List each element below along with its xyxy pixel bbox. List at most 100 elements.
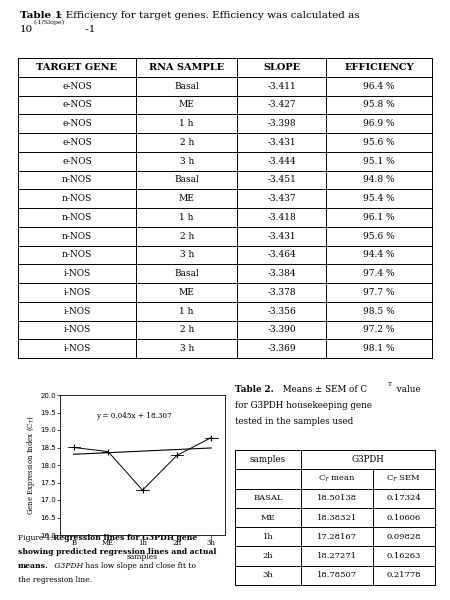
Text: i-NOS: i-NOS bbox=[63, 344, 90, 353]
Text: 96.4 %: 96.4 % bbox=[364, 82, 395, 91]
Text: Regression lines for G3PDH gene: Regression lines for G3PDH gene bbox=[53, 534, 197, 542]
Text: i-NOS: i-NOS bbox=[63, 307, 90, 316]
Text: -3.369: -3.369 bbox=[268, 344, 296, 353]
Text: ME: ME bbox=[179, 100, 195, 109]
Text: 18.50138: 18.50138 bbox=[317, 494, 357, 502]
Text: the regression line.: the regression line. bbox=[18, 576, 92, 584]
Text: has low slope and close fit to: has low slope and close fit to bbox=[83, 562, 196, 570]
Text: 97.4 %: 97.4 % bbox=[364, 269, 395, 278]
Text: Table 2.: Table 2. bbox=[235, 385, 274, 394]
Text: 1 h: 1 h bbox=[180, 307, 194, 316]
Text: -3.398: -3.398 bbox=[268, 119, 296, 128]
Text: Basal: Basal bbox=[174, 269, 199, 278]
Text: n-NOS: n-NOS bbox=[62, 232, 92, 241]
Text: 97.7 %: 97.7 % bbox=[364, 288, 395, 297]
Text: 17.28167: 17.28167 bbox=[317, 533, 357, 541]
Text: e-NOS: e-NOS bbox=[62, 119, 92, 128]
Text: i-NOS: i-NOS bbox=[63, 325, 90, 334]
Text: -3.451: -3.451 bbox=[267, 175, 297, 184]
Text: 0.17324: 0.17324 bbox=[387, 494, 421, 502]
Text: 97.2 %: 97.2 % bbox=[364, 325, 395, 334]
Text: -3.464: -3.464 bbox=[268, 250, 296, 259]
Text: -3.378: -3.378 bbox=[268, 288, 296, 297]
Text: 95.6 %: 95.6 % bbox=[363, 232, 395, 241]
Text: BASAL: BASAL bbox=[253, 494, 283, 502]
Text: Means ± SEM of C: Means ± SEM of C bbox=[280, 385, 367, 394]
Text: value: value bbox=[394, 385, 421, 394]
Text: 98.5 %: 98.5 % bbox=[363, 307, 395, 316]
Text: i-NOS: i-NOS bbox=[63, 288, 90, 297]
Text: 94.8 %: 94.8 % bbox=[364, 175, 395, 184]
Text: Figure 1:: Figure 1: bbox=[18, 534, 56, 542]
Text: y = 0.045x + 18.307: y = 0.045x + 18.307 bbox=[96, 412, 172, 420]
Text: TARGET GENE: TARGET GENE bbox=[36, 63, 117, 72]
Text: (-1/Slope): (-1/Slope) bbox=[34, 20, 65, 25]
Text: showing predicted regression lines and actual: showing predicted regression lines and a… bbox=[18, 548, 216, 556]
Text: -3.437: -3.437 bbox=[268, 194, 296, 203]
Text: means.: means. bbox=[18, 562, 49, 570]
Text: 3 h: 3 h bbox=[180, 344, 194, 353]
Text: Basal: Basal bbox=[174, 175, 199, 184]
X-axis label: samples: samples bbox=[127, 553, 158, 561]
Text: -3.411: -3.411 bbox=[268, 82, 296, 91]
Text: -3.384: -3.384 bbox=[268, 269, 296, 278]
Text: 18.78507: 18.78507 bbox=[317, 571, 357, 580]
Text: 3 h: 3 h bbox=[180, 157, 194, 166]
Text: 96.9 %: 96.9 % bbox=[364, 119, 395, 128]
Text: 95.4 %: 95.4 % bbox=[363, 194, 395, 203]
Text: for G3PDH housekeeping gene: for G3PDH housekeeping gene bbox=[235, 401, 372, 410]
Text: e-NOS: e-NOS bbox=[62, 138, 92, 147]
Text: G3PDH: G3PDH bbox=[351, 455, 384, 464]
Text: 96.1 %: 96.1 % bbox=[364, 213, 395, 222]
Text: e-NOS: e-NOS bbox=[62, 100, 92, 109]
Text: n-NOS: n-NOS bbox=[62, 213, 92, 222]
Text: G3PDH: G3PDH bbox=[52, 562, 83, 570]
Text: 0.09828: 0.09828 bbox=[387, 533, 421, 541]
Text: -3.431: -3.431 bbox=[268, 232, 296, 241]
Text: : Efficiency for target genes. Efficiency was calculated as: : Efficiency for target genes. Efficienc… bbox=[59, 11, 360, 20]
Y-axis label: Gene Expression Index (C$_T$): Gene Expression Index (C$_T$) bbox=[25, 415, 37, 515]
Text: SLOPE: SLOPE bbox=[263, 63, 301, 72]
Text: 18.38321: 18.38321 bbox=[317, 514, 357, 521]
Text: e-NOS: e-NOS bbox=[62, 157, 92, 166]
Text: C$_T$ mean: C$_T$ mean bbox=[318, 473, 356, 484]
Text: 2 h: 2 h bbox=[180, 325, 194, 334]
Text: -3.390: -3.390 bbox=[268, 325, 296, 334]
Text: n-NOS: n-NOS bbox=[62, 194, 92, 203]
Text: T: T bbox=[388, 382, 392, 387]
Text: 98.1 %: 98.1 % bbox=[364, 344, 395, 353]
Text: 10: 10 bbox=[20, 25, 33, 34]
Text: 2h: 2h bbox=[263, 552, 273, 560]
Text: -3.418: -3.418 bbox=[268, 213, 296, 222]
Text: -1: -1 bbox=[82, 25, 95, 34]
Text: i-NOS: i-NOS bbox=[63, 269, 90, 278]
Text: samples: samples bbox=[250, 455, 286, 464]
Text: Basal: Basal bbox=[174, 82, 199, 91]
Text: tested in the samples used: tested in the samples used bbox=[235, 417, 353, 426]
Text: -3.431: -3.431 bbox=[268, 138, 296, 147]
Text: 1h: 1h bbox=[263, 533, 274, 541]
Text: -3.427: -3.427 bbox=[268, 100, 296, 109]
Text: 0.21778: 0.21778 bbox=[387, 571, 421, 580]
Text: 0.10606: 0.10606 bbox=[387, 514, 421, 521]
Text: -3.444: -3.444 bbox=[268, 157, 296, 166]
Text: e-NOS: e-NOS bbox=[62, 82, 92, 91]
Text: 1 h: 1 h bbox=[180, 119, 194, 128]
Text: -3.356: -3.356 bbox=[268, 307, 296, 316]
Text: 3 h: 3 h bbox=[180, 250, 194, 259]
Text: n-NOS: n-NOS bbox=[62, 250, 92, 259]
Text: EFFICIENCY: EFFICIENCY bbox=[344, 63, 414, 72]
Text: RNA SAMPLE: RNA SAMPLE bbox=[149, 63, 225, 72]
Text: 95.1 %: 95.1 % bbox=[363, 157, 395, 166]
Text: 0.16263: 0.16263 bbox=[387, 552, 421, 560]
Text: C$_T$ SEM: C$_T$ SEM bbox=[387, 473, 422, 484]
Text: 95.8 %: 95.8 % bbox=[363, 100, 395, 109]
Text: n-NOS: n-NOS bbox=[62, 175, 92, 184]
Text: 2 h: 2 h bbox=[180, 138, 194, 147]
Text: ME: ME bbox=[179, 288, 195, 297]
Text: ME: ME bbox=[179, 194, 195, 203]
Text: 95.6 %: 95.6 % bbox=[363, 138, 395, 147]
Text: 2 h: 2 h bbox=[180, 232, 194, 241]
Text: 1 h: 1 h bbox=[180, 213, 194, 222]
Text: Table 1: Table 1 bbox=[20, 11, 62, 20]
